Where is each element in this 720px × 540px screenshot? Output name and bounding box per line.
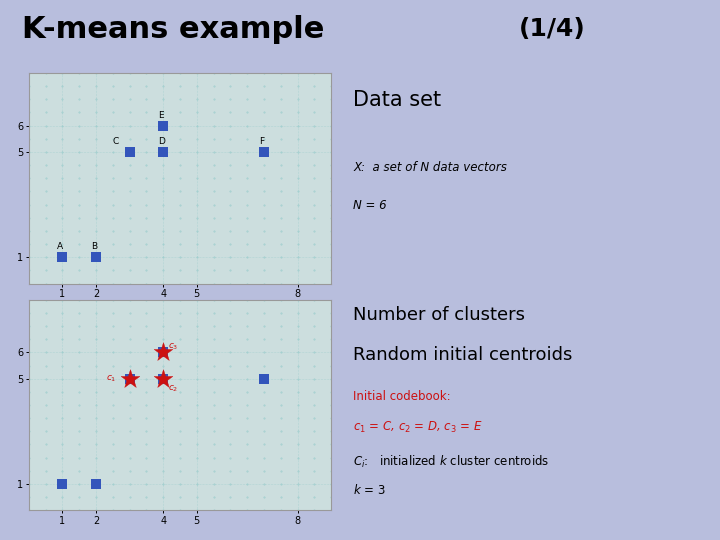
Text: C: C	[113, 137, 119, 146]
Text: $c_1$ = C, $c_2$ = D, $c_3$ = E: $c_1$ = C, $c_2$ = D, $c_3$ = E	[353, 420, 483, 435]
Text: B: B	[91, 242, 97, 252]
Point	[124, 147, 135, 156]
Text: D: D	[158, 137, 165, 146]
Point	[57, 480, 68, 488]
Point	[90, 253, 102, 261]
Text: Random initial centroids: Random initial centroids	[353, 346, 572, 364]
Point	[158, 374, 169, 383]
Point	[57, 253, 68, 261]
Point	[158, 348, 169, 356]
Text: F: F	[259, 137, 264, 146]
Text: $c_1$: $c_1$	[106, 374, 117, 384]
Text: $k$ = 3: $k$ = 3	[353, 483, 386, 497]
Point	[258, 147, 270, 156]
Text: A: A	[58, 242, 63, 252]
Point	[124, 374, 135, 383]
Text: X:  a set of N data vectors: X: a set of N data vectors	[353, 161, 507, 174]
Point	[158, 121, 169, 130]
Point	[124, 374, 135, 383]
Point	[258, 374, 270, 383]
Text: $c_2$: $c_2$	[168, 384, 179, 394]
Point	[158, 147, 169, 156]
Point	[158, 348, 169, 356]
Text: Data set: Data set	[353, 90, 441, 110]
Point	[158, 374, 169, 383]
Text: (1/4): (1/4)	[518, 17, 585, 41]
Text: N = 6: N = 6	[353, 199, 387, 212]
Point	[90, 480, 102, 488]
Text: Number of clusters: Number of clusters	[353, 306, 525, 324]
Text: $C_i$:   initialized $k$ cluster centroids: $C_i$: initialized $k$ cluster centroids	[353, 454, 549, 470]
Text: E: E	[158, 111, 163, 120]
Text: K-means example: K-means example	[22, 15, 324, 44]
Text: $c_3$: $c_3$	[168, 342, 179, 352]
Text: Initial codebook:: Initial codebook:	[353, 390, 451, 403]
